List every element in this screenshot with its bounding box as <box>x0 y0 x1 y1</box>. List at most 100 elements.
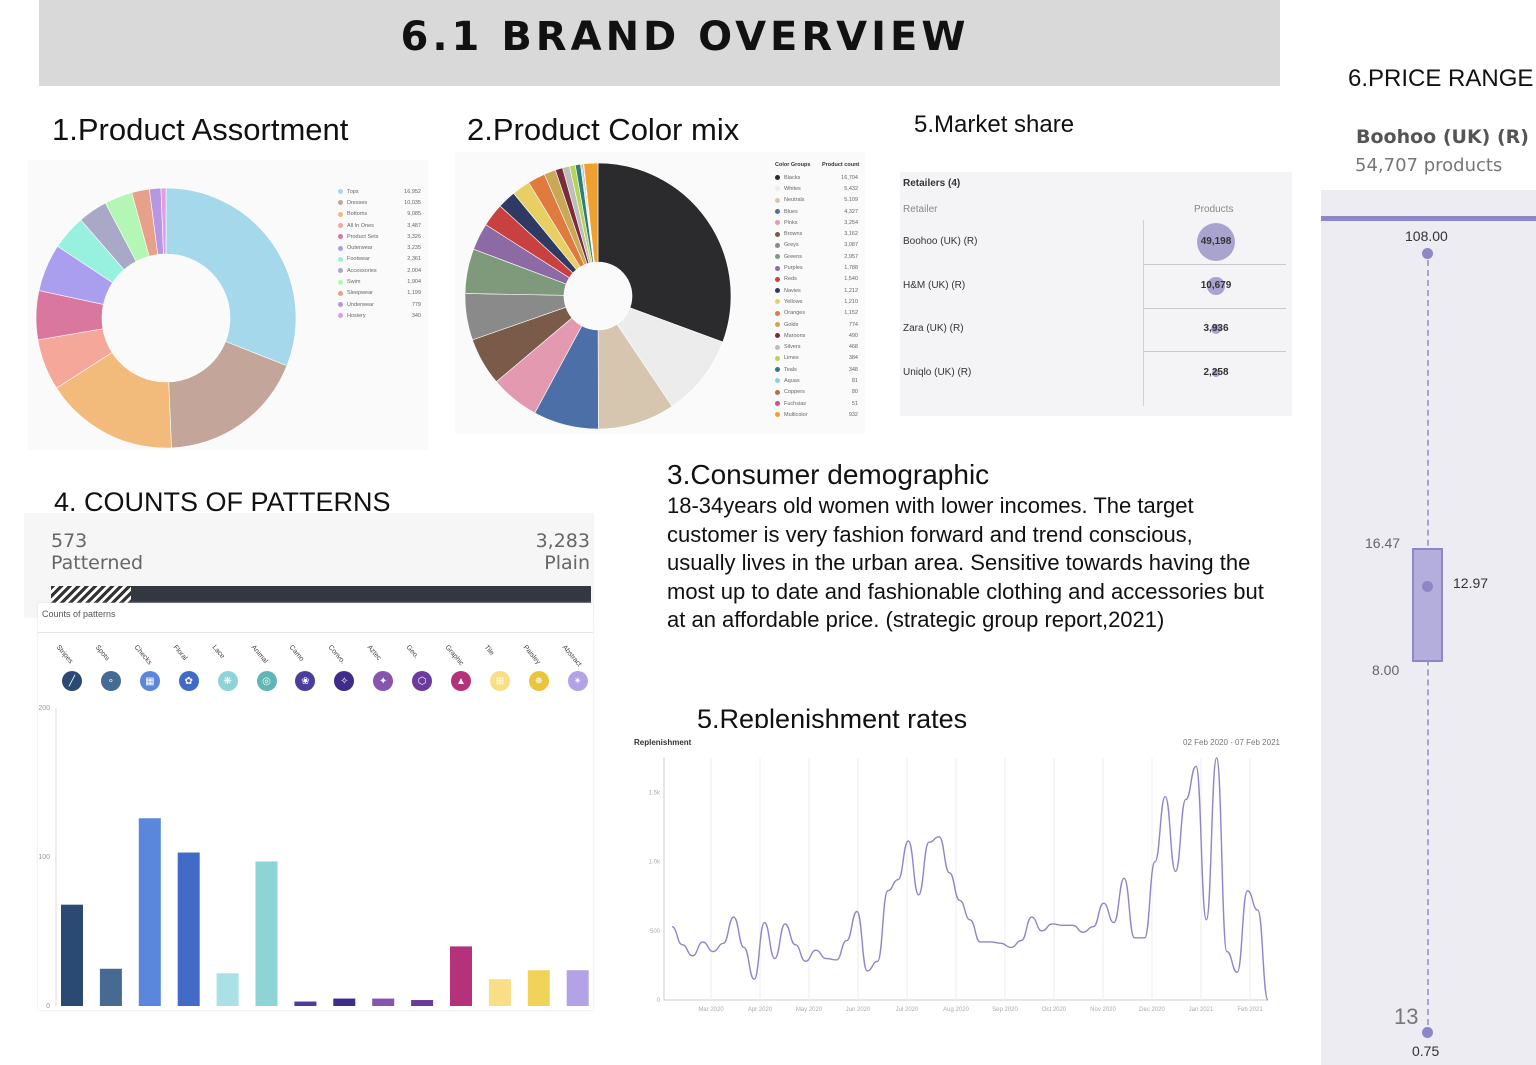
pattern-bar-spots[interactable] <box>99 968 122 1006</box>
legend-swatch <box>775 401 780 407</box>
legend-value: 2,004 <box>407 267 421 274</box>
patterns-separator <box>38 632 593 633</box>
pattern-aztec-icon[interactable]: ✦ <box>373 671 394 691</box>
pattern-graphic-icon[interactable]: ▲ <box>451 671 471 691</box>
replenishment-date-range: 02 Feb 2020 - 07 Feb 2021 <box>1183 738 1280 747</box>
legend-swatch <box>338 279 343 285</box>
pattern-bar-floral[interactable] <box>177 852 200 1006</box>
pattern-bar-paisley[interactable] <box>527 970 550 1006</box>
pattern-bar-checks[interactable] <box>138 818 161 1006</box>
market-share-bubble <box>1210 323 1222 335</box>
legend-label: Yellows <box>784 298 803 305</box>
pattern-bar-geo[interactable] <box>411 1000 434 1006</box>
legend-swatch <box>775 288 780 294</box>
pattern-bar-aztec[interactable] <box>372 998 395 1006</box>
replenishment-series-line[interactable] <box>671 757 1269 1001</box>
legend-swatch <box>338 200 343 206</box>
price-q3-label: 16.47 <box>1365 535 1401 551</box>
price-box <box>1412 548 1443 662</box>
assortment-slice-hosiery[interactable] <box>160 187 167 255</box>
color-mix-legend: Blacks 16,704 Whites 5,432 Neutrals 5,109 Blue… <box>775 172 858 421</box>
assortment-heading: 1.Product Assortment <box>52 112 349 147</box>
pattern-bar-abstract[interactable] <box>566 970 589 1006</box>
pattern-checks-icon[interactable]: ▦ <box>139 671 160 691</box>
pattern-stripes-icon[interactable]: ╱ <box>62 671 82 691</box>
legend-swatch <box>775 242 780 248</box>
assortment-legend-item: Accessories 2,004 <box>338 265 421 276</box>
color-mix-legend-item: Multicolor 932 <box>775 409 858 420</box>
rep-x-tick: Aug 2020 <box>943 1007 969 1013</box>
legend-swatch <box>775 186 780 192</box>
legend-value: 81 <box>851 377 858 384</box>
legend-label: Reds <box>784 276 797 283</box>
replenishment-line-chart: 0 500 1.0k 1.5k Mar 2020 Apr 2020 May 2020 Jun … <box>649 757 1269 1013</box>
demographic-description: 18-34years old women with lower incomes.… <box>667 493 1264 632</box>
pattern-bar-lace[interactable] <box>216 973 239 1006</box>
pattern-floral-icon[interactable]: ✿ <box>178 671 199 691</box>
legend-label: Sleepwear <box>347 290 373 297</box>
pattern-abstract-icon[interactable]: ✴ <box>567 671 588 691</box>
market-share-retailer-name: Zara (UK) (R) <box>903 323 964 334</box>
price-accent-bar <box>1321 216 1536 221</box>
pattern-convo-icon[interactable]: ✧ <box>334 671 355 691</box>
legend-value: 1,210 <box>844 298 858 305</box>
legend-swatch <box>338 234 343 240</box>
legend-value: 1,152 <box>844 310 858 317</box>
color-mix-legend-item: Aquas 81 <box>775 375 858 386</box>
color-mix-slice-multicolor[interactable] <box>583 162 599 263</box>
legend-label: All In Ones <box>347 222 374 229</box>
legend-label: Bottoms <box>347 211 368 218</box>
pattern-bar-animal[interactable] <box>255 861 278 1006</box>
pattern-lace-icon[interactable]: ❋ <box>217 671 238 691</box>
market-share-value: 2,258 <box>1203 367 1229 378</box>
color-mix-legend-item: Greens 2,957 <box>775 251 858 262</box>
rep-x-tick: Sep 2020 <box>992 1007 1018 1013</box>
legend-label: Purples <box>784 265 803 272</box>
legend-value: 1,212 <box>844 287 858 294</box>
pattern-bar-tile[interactable] <box>488 979 511 1006</box>
pattern-tile-icon[interactable]: ⊞ <box>489 671 510 691</box>
price-min-label: 0.75 <box>1412 1043 1440 1059</box>
assortment-slice-tops[interactable] <box>165 187 297 367</box>
demographic-heading: 3.Consumer demographic <box>667 459 990 490</box>
color-mix-legend-item: Whites 5,432 <box>775 183 858 194</box>
market-share-row-divider <box>1143 308 1286 309</box>
legend-swatch <box>338 245 343 251</box>
market-share-retailer-name: Boohoo (UK) (R) <box>903 236 978 247</box>
pattern-bar-convo[interactable] <box>333 998 356 1006</box>
pattern-bar-stripes[interactable] <box>61 904 83 1006</box>
market-share-divider <box>1143 220 1144 406</box>
color-mix-legend-item: Navies 1,212 <box>775 285 858 296</box>
legend-value: 3,087 <box>844 242 858 249</box>
legend-swatch <box>338 256 343 262</box>
price-range-heading: 6.PRICE RANGE <box>1348 65 1534 92</box>
pattern-animal-icon[interactable]: ◎ <box>256 671 277 691</box>
legend-value: 16,704 <box>841 174 858 181</box>
legend-swatch <box>775 254 780 260</box>
legend-value: 9,085 <box>407 211 421 218</box>
legend-swatch <box>775 175 780 181</box>
legend-value: 5,109 <box>844 197 858 204</box>
market-share-value: 49,198 <box>1200 236 1232 247</box>
pattern-paisley-icon[interactable]: ✵ <box>528 671 549 691</box>
assortment-legend-item: Bottoms 9,085 <box>338 209 421 220</box>
color-mix-donut-chart <box>464 162 732 430</box>
color-mix-legend-item: Greys 3,087 <box>775 240 858 251</box>
pattern-camo-icon[interactable]: ❀ <box>295 671 316 691</box>
legend-swatch <box>775 412 780 418</box>
rep-x-tick: Apr 2020 <box>748 1007 773 1013</box>
pattern-geo-icon[interactable]: ⬡ <box>412 671 433 691</box>
color-mix-slice-blacks[interactable] <box>597 162 732 343</box>
legend-swatch <box>338 302 343 308</box>
legend-swatch <box>775 265 780 271</box>
rep-x-tick: Oct 2020 <box>1042 1007 1067 1013</box>
legend-swatch <box>775 378 780 384</box>
pattern-spots-icon[interactable]: ∘ <box>100 671 121 691</box>
pattern-bar-graphic[interactable] <box>450 946 472 1006</box>
assortment-legend-item: Hosiery 340 <box>338 310 421 321</box>
legend-swatch <box>775 367 780 373</box>
replenishment-title: Replenishment <box>634 738 692 747</box>
pattern-bar-camo[interactable] <box>294 1001 317 1006</box>
retailer-column-header: Retailer <box>903 204 938 215</box>
rep-x-tick: Jan 2021 <box>1189 1007 1214 1013</box>
